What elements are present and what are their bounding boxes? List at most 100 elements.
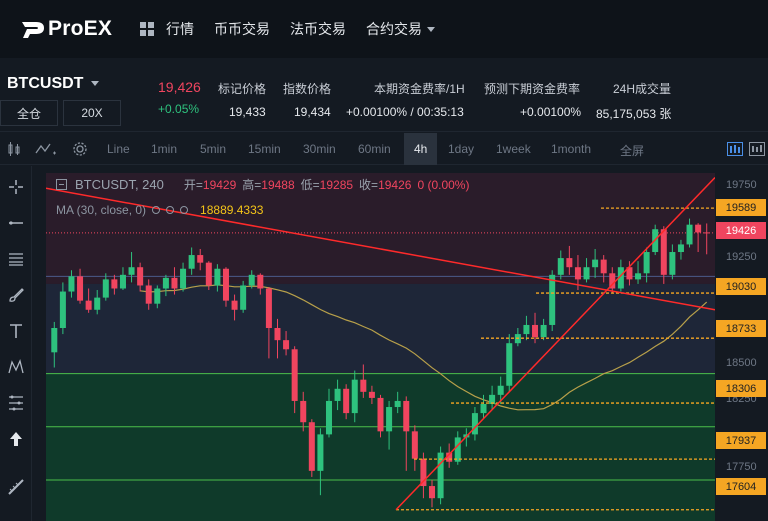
interval-15min[interactable]: 15min (248, 142, 281, 156)
legend-low-key: 低= (300, 178, 320, 192)
stat-label: 本期资金费率/1H (374, 82, 465, 96)
interval-1week[interactable]: 1week (496, 142, 531, 156)
measure-icon[interactable] (7, 394, 25, 412)
brush-icon[interactable] (7, 286, 25, 304)
menu-spot[interactable]: 币币交易 (214, 21, 270, 37)
interval-1month[interactable]: 1month (551, 142, 592, 156)
next-funding-stat: 预测下期资金费率 +0.00100% (484, 80, 581, 119)
legend-open: 19429 (202, 177, 237, 192)
mark-price-stat: 标记价格 19,433 (218, 80, 266, 119)
crosshair-icon[interactable] (7, 178, 25, 196)
settings-gear-icon[interactable] (72, 141, 88, 157)
interval-1day[interactable]: 1day (448, 142, 475, 156)
interval-30min[interactable]: 30min (303, 142, 336, 156)
kline-chart-icon[interactable] (749, 142, 765, 156)
fullscreen-button[interactable]: 全屏 (620, 144, 645, 158)
candle-body (77, 276, 84, 301)
candle-body (334, 388, 341, 401)
candle-body (609, 273, 616, 289)
candle-body (643, 252, 650, 274)
candle-body (617, 267, 624, 289)
candle-body (128, 267, 135, 275)
text-icon[interactable] (7, 322, 25, 340)
parallel-lines-icon[interactable] (7, 250, 25, 268)
symbol-label: BTCUSDT (7, 75, 84, 92)
arrow-up-icon[interactable] (7, 430, 25, 448)
legend-collapse-icon[interactable] (56, 179, 67, 190)
logo-text: ProEX (48, 17, 113, 40)
candle-body (411, 431, 418, 459)
interval-60min[interactable]: 60min (358, 142, 391, 156)
candle-body (626, 267, 633, 280)
stat-value: 19,434 (294, 105, 331, 119)
candles-icon[interactable] (6, 141, 22, 157)
stat-value: +0.00100% (520, 105, 582, 119)
level-label: 18306 (716, 380, 766, 397)
candle-body (420, 458, 427, 487)
menu-contract[interactable]: 合约交易 (366, 19, 435, 39)
candle-body (300, 400, 307, 423)
candle-body (317, 434, 324, 471)
candle-body (291, 349, 298, 401)
candle-body (600, 259, 607, 274)
level-label: 19030 (716, 278, 766, 295)
depth-chart-icon[interactable] (727, 142, 743, 156)
last-price: 19,426 (158, 79, 201, 95)
margin-mode-button[interactable]: 全仓 (0, 100, 58, 126)
level-label: 17937 (716, 432, 766, 449)
candle-body (68, 276, 75, 292)
candle-body (394, 400, 401, 408)
interval-line[interactable]: Line (107, 142, 130, 156)
interval-1min[interactable]: 1min (151, 142, 178, 156)
candle-body (205, 262, 212, 286)
ruler-icon[interactable] (7, 478, 25, 496)
menu-fiat[interactable]: 法币交易 (290, 21, 346, 37)
leverage-button[interactable]: 20X (63, 100, 121, 126)
eye-icon[interactable] (152, 206, 161, 214)
candle-body (557, 258, 564, 275)
candle-body (351, 379, 358, 414)
candle-body (695, 224, 702, 233)
candlestick-chart[interactable] (46, 173, 715, 521)
stat-label: 指数价格 (283, 82, 332, 96)
current-price-label: 19426 (716, 222, 766, 239)
candle-body (497, 385, 504, 395)
axis-tick: 18500 (726, 357, 757, 369)
drawing-tools (0, 166, 32, 521)
kline-chart[interactable] (46, 173, 715, 521)
settings-gear-icon[interactable] (166, 206, 175, 214)
candle-body (437, 452, 444, 499)
candle-body (283, 340, 290, 350)
candle-body (188, 255, 195, 269)
ma-line (140, 284, 708, 411)
apps-grid-icon[interactable] (140, 22, 154, 36)
horizontal-line-icon[interactable] (7, 214, 25, 232)
stat-value: +0.00100% / 00:35:13 (346, 105, 464, 119)
interval-5min[interactable]: 5min (200, 142, 227, 156)
symbol-selector[interactable]: BTCUSDT (7, 75, 100, 93)
ohlc-legend: BTCUSDT, 240 开= 19429 高= 19488 低= 19285 收= 1… (56, 176, 475, 193)
axis-tick: 17750 (726, 461, 757, 473)
level-label: 19589 (716, 199, 766, 216)
candle-body (162, 277, 169, 289)
interval-4h[interactable]: 4h (404, 133, 438, 165)
candle-body (549, 274, 556, 325)
legend-high-key: 高= (242, 178, 262, 192)
candle-body (686, 224, 693, 245)
close-icon[interactable] (180, 206, 189, 214)
pattern-icon[interactable] (7, 358, 25, 376)
menu-market[interactable]: 行情 (166, 21, 194, 37)
legend-close: 19426 (378, 177, 412, 192)
candle-body (532, 324, 539, 338)
candle-body (523, 324, 530, 335)
candle-body (454, 437, 461, 462)
candle-body (325, 400, 332, 435)
candle-body (59, 291, 66, 329)
candle-body (506, 343, 513, 386)
candle-body (265, 288, 272, 329)
indicators-icon[interactable] (35, 141, 59, 157)
candle-body (231, 300, 238, 310)
menu-contract-label: 合约交易 (366, 21, 422, 37)
logo[interactable]: ProEX (20, 17, 125, 41)
stat-label: 24H成交量 (613, 82, 672, 96)
